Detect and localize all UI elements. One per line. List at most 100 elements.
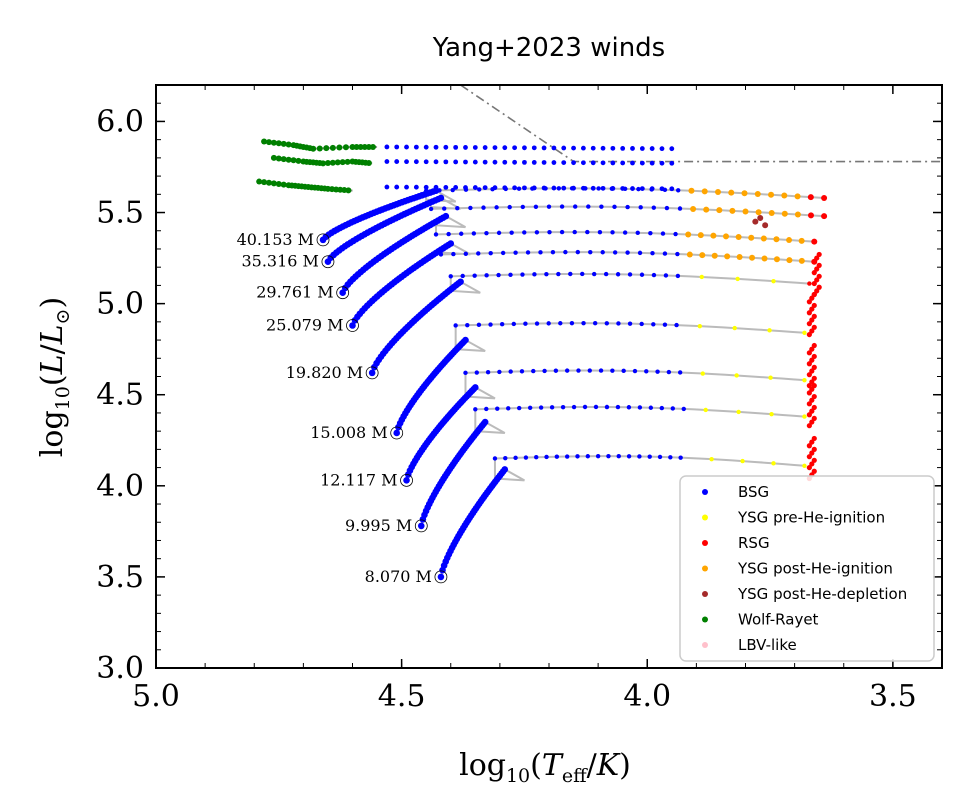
- bsg-point: [630, 186, 635, 191]
- ysg-point: [767, 328, 772, 333]
- bsg-point: [465, 322, 470, 328]
- bsg-point: [492, 185, 498, 191]
- bsg-point: [531, 368, 536, 374]
- bsg-point: [500, 250, 506, 256]
- bsg-point: [437, 188, 442, 193]
- bsg-point: [610, 186, 616, 191]
- bsg-point: [620, 146, 626, 151]
- y-tick-label: 4.5: [96, 378, 144, 413]
- bsg-point: [474, 370, 479, 375]
- ysg-point: [802, 377, 807, 383]
- rsg-point: [811, 324, 817, 330]
- bsg-point: [460, 273, 465, 279]
- bsg-point: [610, 160, 616, 166]
- bsg-point: [572, 229, 577, 235]
- bsg-point: [597, 230, 603, 235]
- bsg-point: [394, 144, 400, 150]
- bsg-point: [522, 185, 527, 191]
- bsg-point: [662, 251, 668, 256]
- rsg-point: [809, 461, 815, 467]
- ysg-point: [761, 255, 768, 262]
- bsg-point: [413, 144, 419, 150]
- y-tick-label: 6.0: [96, 104, 144, 139]
- rsg-point: [807, 194, 814, 201]
- mass-label: 35.316 M: [241, 252, 318, 271]
- ysg-point: [749, 254, 756, 261]
- bsg-point: [525, 250, 531, 255]
- bsg-point: [595, 453, 601, 459]
- bsg-point: [674, 322, 679, 328]
- wr-point: [345, 187, 352, 194]
- bsg-point: [657, 454, 663, 460]
- zams-marker: [316, 233, 330, 247]
- bsg-point: [506, 406, 511, 411]
- bsg-point: [448, 274, 453, 279]
- bsg-point: [659, 186, 665, 192]
- wr-point: [323, 145, 330, 152]
- bsg-point: [443, 159, 449, 165]
- bsg-point: [581, 320, 586, 326]
- bsg-point: [612, 250, 618, 255]
- rsg-point: [816, 284, 822, 290]
- bsg-point: [563, 249, 568, 255]
- rsg-point: [809, 346, 815, 352]
- wr-point: [324, 160, 331, 167]
- bsg-point: [507, 204, 512, 210]
- rsg-point: [811, 435, 817, 442]
- wr-point: [261, 179, 268, 186]
- bsg-point: [516, 186, 522, 191]
- bsg-point: [585, 229, 590, 235]
- bsg-point: [423, 144, 429, 150]
- wr-point: [275, 155, 282, 162]
- ysg-point: [771, 461, 776, 466]
- bsg-point: [600, 250, 605, 255]
- bsg-point: [556, 271, 561, 277]
- bsg-point: [508, 369, 513, 374]
- bsg-point: [585, 454, 591, 459]
- bsg-point: [551, 145, 557, 151]
- bsg-point: [647, 454, 652, 459]
- bsg-point: [512, 159, 518, 165]
- ysg-point: [802, 414, 807, 419]
- ysg-post-depletion-point: [752, 218, 759, 225]
- legend-label-wr: Wolf-Rayet: [738, 611, 819, 629]
- bsg-point: [604, 321, 610, 326]
- bsg-point: [620, 160, 626, 166]
- bsg-point: [638, 205, 643, 210]
- wr-point: [261, 138, 268, 145]
- bsg-point: [516, 405, 522, 411]
- ysg-point: [686, 251, 693, 258]
- rsg-point: [809, 419, 815, 425]
- bsg-point: [660, 231, 666, 236]
- bsg-point: [453, 159, 459, 165]
- bsg-point: [463, 370, 468, 376]
- bsg-point: [636, 186, 641, 192]
- ysg-point: [802, 330, 807, 335]
- legend-label-lbv: LBV-like: [738, 636, 797, 654]
- bsg-point: [534, 321, 540, 326]
- ysg-point: [781, 192, 788, 199]
- bsg-point: [472, 145, 478, 150]
- rsg-point: [806, 321, 812, 327]
- bsg-point: [413, 159, 419, 165]
- bsg-point: [495, 406, 500, 411]
- wr-point: [275, 140, 282, 147]
- ysg-point: [740, 458, 745, 464]
- ysg-point: [773, 256, 780, 263]
- bsg-point: [615, 272, 621, 277]
- bsg-point: [523, 455, 529, 460]
- bsg-point: [438, 252, 444, 257]
- bsg-point: [569, 320, 575, 326]
- bsg-point: [587, 368, 592, 373]
- rsg-point: [811, 468, 817, 474]
- bsg-point: [534, 455, 539, 460]
- legend-label-ysg_post_ign: YSG post-He-ignition: [737, 560, 893, 578]
- bsg-point: [588, 249, 593, 255]
- bsg-point: [462, 336, 469, 344]
- bsg-point: [590, 185, 596, 191]
- bsg-point: [561, 185, 567, 191]
- wr-point: [339, 159, 346, 166]
- rsg-point: [806, 464, 812, 471]
- zams-marker: [434, 570, 448, 584]
- bsg-point: [626, 454, 632, 459]
